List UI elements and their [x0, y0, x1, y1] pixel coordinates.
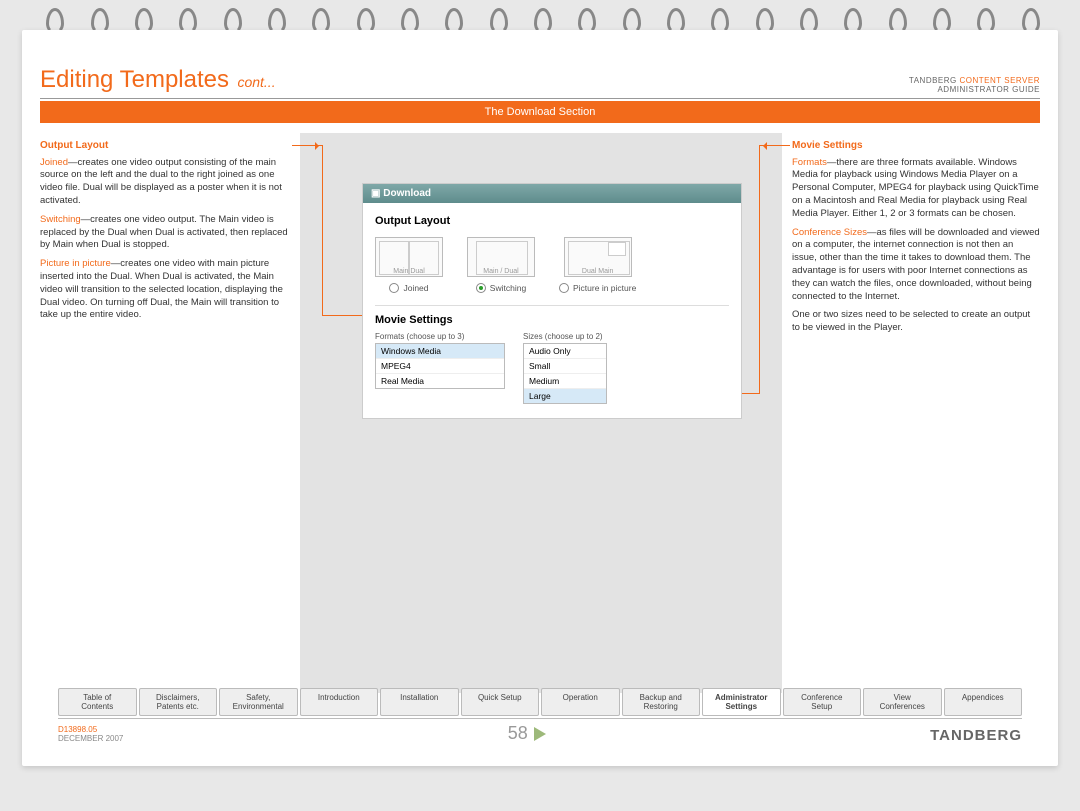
content-row: Output Layout Joined—creates one video o…	[40, 133, 1040, 693]
tab-introduction[interactable]: Introduction	[300, 688, 379, 716]
page-title: Editing Templates	[40, 66, 229, 93]
tab-operation[interactable]: Operation	[541, 688, 620, 716]
format-option[interactable]: MPEG4	[376, 359, 504, 374]
bottom-tabs: Table ofContentsDisclaimers,Patents etc.…	[58, 688, 1022, 716]
radio-joined[interactable]	[389, 283, 399, 293]
brand-prefix: TANDBERG	[909, 76, 957, 85]
next-arrow-icon[interactable]	[534, 727, 546, 741]
left-para-0: Joined—creates one video output consisti…	[40, 157, 290, 208]
tab-table-of[interactable]: Table ofContents	[58, 688, 137, 716]
page-title-cont: cont...	[237, 74, 275, 90]
sizes-listbox[interactable]: Audio Only Small Medium Large	[523, 343, 607, 404]
right-column: Movie Settings Formats—there are three f…	[792, 133, 1040, 693]
footer-brand: TANDBERG	[930, 727, 1022, 744]
doc-subtitle: ADMINISTRATOR GUIDE	[937, 85, 1040, 94]
size-option[interactable]: Small	[524, 359, 606, 374]
right-heading: Movie Settings	[792, 139, 1040, 153]
tab-quick-setup[interactable]: Quick Setup	[461, 688, 540, 716]
divider	[40, 98, 1040, 99]
heading-row: Editing Templates cont... TANDBERG CONTE…	[40, 66, 1040, 94]
tab-appendices[interactable]: Appendices	[944, 688, 1023, 716]
layout-options-row: Main Dual Joined Main / Dual Switching D…	[375, 237, 729, 293]
format-option[interactable]: Real Media	[376, 374, 504, 388]
size-option[interactable]: Audio Only	[524, 344, 606, 359]
mock-divider	[375, 305, 729, 306]
right-para-2: One or two sizes need to be selected to …	[792, 309, 1040, 335]
right-para-0: Formats—there are three formats availabl…	[792, 157, 1040, 221]
radio-pip[interactable]	[559, 283, 569, 293]
left-column: Output Layout Joined—creates one video o…	[40, 133, 290, 693]
footer: D13898.05 DECEMBER 2007 58 TANDBERG	[58, 718, 1022, 744]
tab-safety-[interactable]: Safety,Environmental	[219, 688, 298, 716]
callout-line	[759, 145, 760, 393]
footer-doc-info: D13898.05 DECEMBER 2007	[58, 725, 123, 744]
page: Editing Templates cont... TANDBERG CONTE…	[22, 30, 1058, 766]
thumb-pip: Dual Main	[564, 237, 632, 277]
callout-line	[760, 145, 790, 146]
tab-disclaimers-[interactable]: Disclaimers,Patents etc.	[139, 688, 218, 716]
size-option[interactable]: Large	[524, 389, 606, 403]
layout-option-switching[interactable]: Main / Dual Switching	[467, 237, 535, 293]
sizes-label: Sizes (choose up to 2)	[523, 332, 607, 341]
formats-label: Formats (choose up to 3)	[375, 332, 505, 341]
mock-panel: ▣ Download Output Layout Main Dual Joine…	[362, 183, 742, 419]
layout-option-pip[interactable]: Dual Main Picture in picture	[559, 237, 636, 293]
thumb-switching: Main / Dual	[467, 237, 535, 277]
formats-listbox[interactable]: Windows Media MPEG4 Real Media	[375, 343, 505, 389]
brand-suffix: CONTENT SERVER	[960, 76, 1041, 85]
mock-panel-header: ▣ Download	[363, 184, 741, 203]
section-bar: The Download Section	[40, 101, 1040, 123]
thumb-joined: Main Dual	[375, 237, 443, 277]
tab-conference[interactable]: ConferenceSetup	[783, 688, 862, 716]
tab-installation[interactable]: Installation	[380, 688, 459, 716]
tab-administrator[interactable]: AdministratorSettings	[702, 688, 781, 716]
callout-line	[292, 145, 322, 146]
mock-output-layout-heading: Output Layout	[375, 215, 729, 227]
mock-movie-settings-heading: Movie Settings	[375, 314, 729, 326]
doc-brand-block: TANDBERG CONTENT SERVER ADMINISTRATOR GU…	[909, 76, 1040, 94]
format-option[interactable]: Windows Media	[376, 344, 504, 359]
layout-option-joined[interactable]: Main Dual Joined	[375, 237, 443, 293]
left-para-2: Picture in picture—creates one video wit…	[40, 258, 290, 322]
radio-switching[interactable]	[476, 283, 486, 293]
right-para-1: Conference Sizes—as files will be downlo…	[792, 227, 1040, 304]
left-heading: Output Layout	[40, 139, 290, 153]
tab-backup-and[interactable]: Backup andRestoring	[622, 688, 701, 716]
callout-line	[322, 145, 323, 315]
size-option[interactable]: Medium	[524, 374, 606, 389]
page-number: 58	[508, 723, 546, 744]
left-para-1: Switching—creates one video output. The …	[40, 214, 290, 252]
tab-view[interactable]: ViewConferences	[863, 688, 942, 716]
middle-column: ▣ Download Output Layout Main Dual Joine…	[300, 133, 782, 693]
